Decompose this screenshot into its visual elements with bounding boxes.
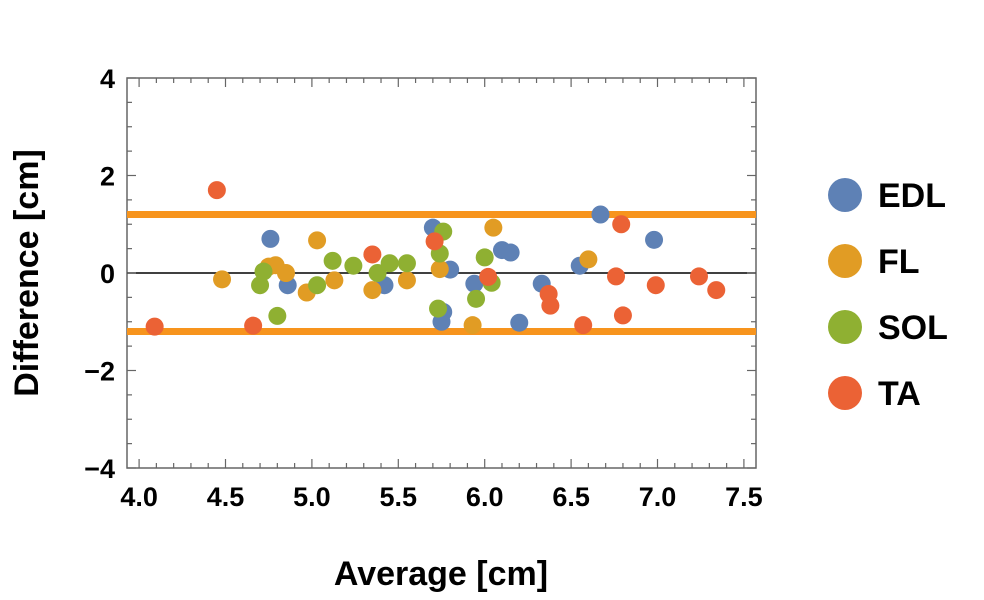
x-tick-label: 5.5 [380,482,418,512]
legend-label-fl: FL [878,243,920,281]
point-ta-14 [707,281,726,300]
point-fl-0 [213,270,232,289]
point-fl-8 [397,271,416,290]
legend-label-edl: EDL [878,177,946,215]
legend-label-ta: TA [878,375,921,413]
point-ta-1 [207,181,226,200]
point-edl-13 [591,205,610,224]
y-tick-label: 4 [100,64,115,94]
point-sol-0 [251,276,270,295]
legend-label-sol: SOL [878,309,948,347]
point-ta-8 [574,316,593,335]
y-tick-label: 2 [100,162,115,192]
point-ta-13 [689,267,708,286]
y-tick-label: −2 [84,357,115,387]
y-tick-label: −4 [84,454,115,484]
x-tick-label: 4.0 [120,482,158,512]
point-ta-4 [425,232,444,251]
point-fl-6 [325,271,344,290]
point-ta-12 [646,276,665,295]
legend-marker-fl [828,244,862,278]
point-sol-9 [429,299,448,318]
point-sol-13 [475,248,494,267]
point-edl-7 [465,274,484,293]
point-ta-9 [607,267,626,286]
point-fl-9 [430,260,449,279]
point-sol-8 [397,254,416,273]
point-fl-11 [484,218,503,237]
point-sol-7 [380,254,399,273]
axes: 4.0 4.5 5.0 5.5 6.0 6.5 7.0 7.5 −4 −2 0 2 4 [84,64,762,512]
point-sol-12 [467,289,486,308]
point-sol-3 [308,276,327,295]
x-axis-label: Average [cm] [334,555,548,593]
legend-marker-sol [828,310,862,344]
legend-marker-ta [828,376,862,410]
point-sol-5 [344,256,363,275]
y-tick-label: 0 [100,259,115,289]
x-tick-label: 7.5 [725,482,763,512]
point-sol-2 [268,306,287,325]
point-fl-10 [463,316,482,335]
point-ta-10 [612,215,631,234]
point-ta-0 [145,317,164,336]
point-fl-12 [579,250,598,269]
y-axis-label: Difference [cm] [8,149,46,397]
point-sol-4 [323,251,342,270]
point-edl-10 [510,313,529,332]
legend: EDL FL SOL TA [828,177,948,413]
x-tick-label: 4.5 [207,482,245,512]
point-ta-3 [363,245,382,264]
legend-marker-edl [828,178,862,212]
data-points [145,181,726,336]
point-edl-0 [261,229,280,248]
point-fl-7 [363,281,382,300]
point-ta-2 [244,316,263,335]
point-sol-6 [368,264,387,282]
x-tick-label: 7.0 [639,482,677,512]
point-fl-3 [276,264,295,282]
point-ta-5 [479,267,498,286]
point-fl-5 [308,231,327,250]
point-edl-9 [501,243,520,262]
x-tick-label: 6.0 [466,482,504,512]
x-tick-label: 5.0 [293,482,331,512]
point-sol-1 [254,262,273,281]
point-ta-7 [541,296,560,315]
point-edl-14 [645,230,664,249]
x-tick-label: 6.5 [552,482,590,512]
point-ta-11 [613,306,632,325]
